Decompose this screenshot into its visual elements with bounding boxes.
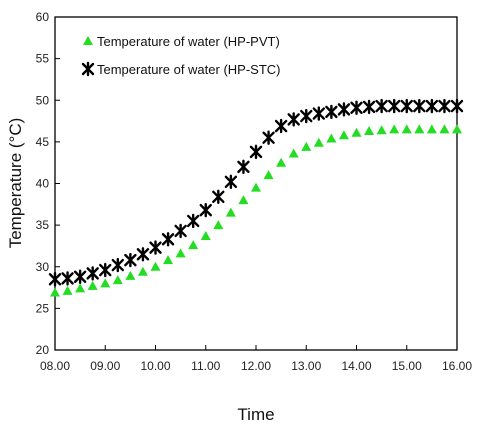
data-point xyxy=(276,157,287,167)
y-tick-label: 35 xyxy=(36,218,50,232)
y-tick-label: 60 xyxy=(36,10,50,24)
data-point xyxy=(263,170,274,180)
data-point xyxy=(438,98,451,114)
data-point xyxy=(452,124,462,134)
x-tick-label: 12.00 xyxy=(241,359,271,373)
y-axis-title: Temperature (°C) xyxy=(6,118,25,249)
data-point xyxy=(287,112,300,127)
x-tick-label: 09.00 xyxy=(90,359,120,373)
data-point xyxy=(426,124,437,134)
data-point xyxy=(200,230,211,240)
data-point xyxy=(362,99,376,115)
data-point xyxy=(112,275,123,285)
data-point xyxy=(238,195,249,205)
data-point xyxy=(249,144,263,160)
data-point xyxy=(450,98,464,114)
data-point xyxy=(87,280,98,290)
data-point xyxy=(351,127,362,137)
data-point xyxy=(364,126,375,136)
x-axis-title: Time xyxy=(237,405,274,424)
data-point xyxy=(99,262,112,278)
data-point xyxy=(338,130,349,140)
data-point xyxy=(413,98,426,114)
data-point xyxy=(188,240,199,250)
data-point xyxy=(439,124,450,134)
y-tick-label: 40 xyxy=(36,177,50,191)
data-point xyxy=(288,148,299,158)
data-point xyxy=(186,213,200,229)
data-point xyxy=(175,248,186,258)
x-tick-label: 13.00 xyxy=(291,359,321,373)
data-point xyxy=(213,220,224,230)
data-point xyxy=(337,102,351,117)
x-tick-label: 10.00 xyxy=(140,359,170,373)
data-point xyxy=(111,257,125,273)
legend-marker xyxy=(81,61,95,77)
data-point xyxy=(325,104,338,120)
data-point xyxy=(50,287,60,297)
series-layer xyxy=(48,98,464,297)
data-point xyxy=(400,98,413,114)
data-point xyxy=(251,182,261,192)
data-point xyxy=(61,271,74,286)
legend-label: Temperature of water (HP-STC) xyxy=(97,62,281,77)
data-point xyxy=(199,202,212,218)
x-tick-label: 15.00 xyxy=(392,359,422,373)
data-point xyxy=(225,207,236,217)
data-point xyxy=(313,137,324,147)
x-tick-label: 11.00 xyxy=(191,359,220,373)
data-point xyxy=(136,247,150,262)
data-point xyxy=(48,272,62,287)
data-point xyxy=(150,261,161,271)
data-point xyxy=(301,141,312,151)
data-point xyxy=(414,124,425,134)
series-1 xyxy=(50,124,462,297)
data-point xyxy=(86,266,99,281)
data-point xyxy=(262,130,275,145)
data-point xyxy=(163,255,174,265)
y-tick-label: 45 xyxy=(36,135,50,149)
data-point xyxy=(174,223,187,239)
y-tick-label: 20 xyxy=(36,343,50,357)
data-point xyxy=(425,98,439,114)
data-point xyxy=(300,108,313,124)
legend: Temperature of water (HP-PVT) Temperature… xyxy=(81,34,281,77)
data-point xyxy=(401,124,412,134)
data-point xyxy=(326,133,337,143)
data-point xyxy=(75,283,86,293)
data-point xyxy=(124,252,137,268)
x-tick-label: 14.00 xyxy=(341,359,371,373)
y-tick-label: 25 xyxy=(36,301,50,315)
x-tick-label: 08.00 xyxy=(40,359,70,373)
data-point xyxy=(149,240,162,255)
legend-marker xyxy=(83,36,93,45)
data-point xyxy=(389,124,400,134)
data-point xyxy=(62,285,73,295)
legend-label: Temperature of water (HP-PVT) xyxy=(97,34,280,49)
data-point xyxy=(224,174,238,190)
y-tick-label: 50 xyxy=(36,93,50,107)
data-point xyxy=(161,232,175,247)
data-point xyxy=(387,98,401,114)
y-tick-label: 55 xyxy=(36,52,50,66)
data-point xyxy=(73,269,87,284)
y-axis: 20 25 30 35 40 45 50 55 60 xyxy=(36,10,60,357)
x-tick-label: 16.00 xyxy=(442,359,472,373)
data-point xyxy=(350,100,363,115)
data-point xyxy=(237,159,250,175)
data-point xyxy=(274,118,288,134)
data-point xyxy=(125,270,136,280)
y-tick-label: 30 xyxy=(36,260,50,274)
data-point xyxy=(100,278,111,288)
series-2 xyxy=(48,98,464,287)
data-point xyxy=(212,189,225,205)
data-point xyxy=(375,98,388,114)
data-point xyxy=(137,266,148,276)
x-axis: 08.00 09.00 10.00 11.00 12.00 13.00 14.00 15.00… xyxy=(40,345,472,373)
data-point xyxy=(312,106,326,121)
data-point xyxy=(376,125,387,135)
